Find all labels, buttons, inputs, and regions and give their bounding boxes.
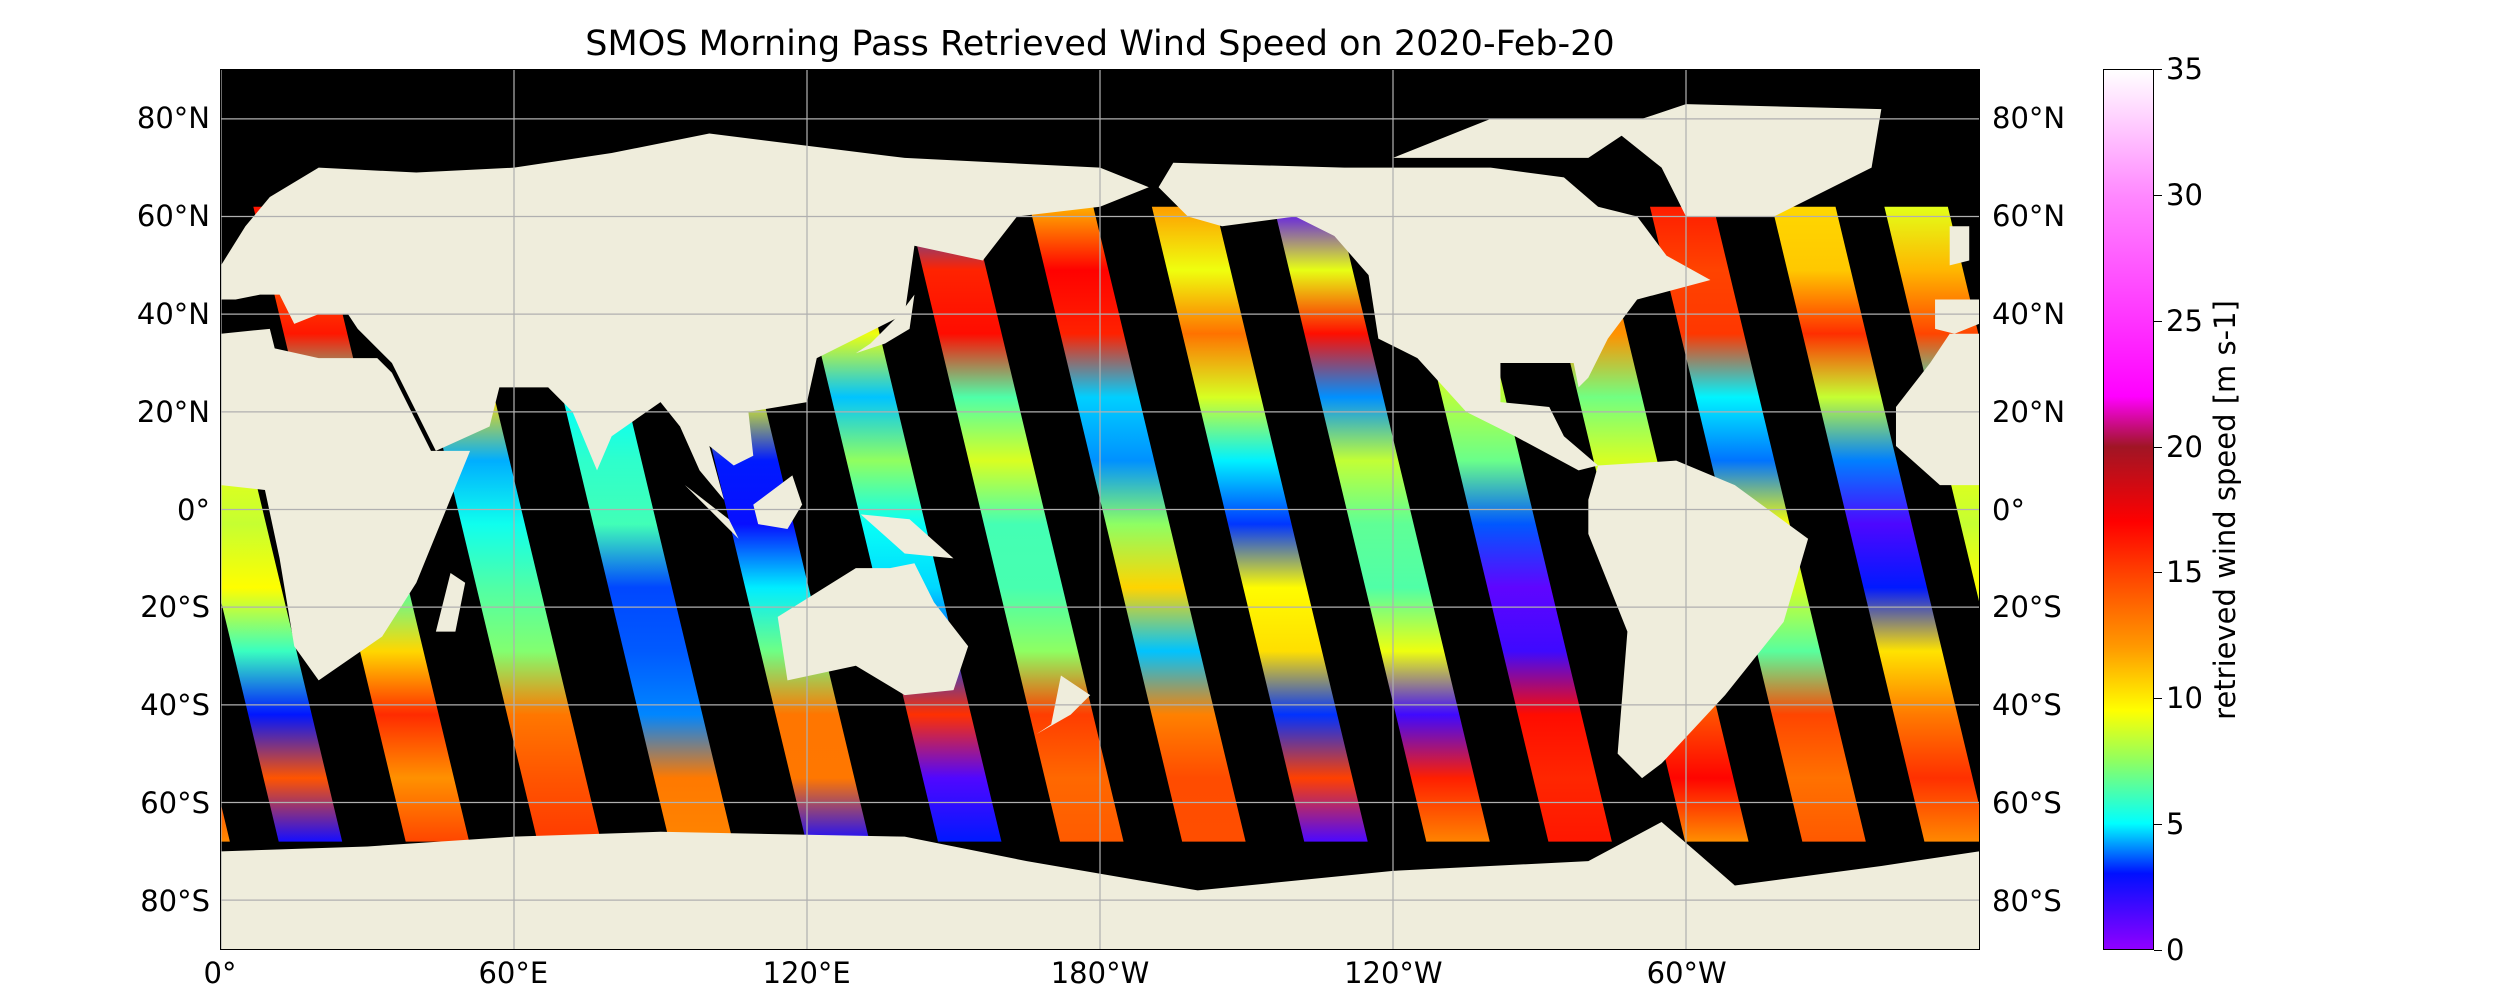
land-iberia [1935,299,1979,334]
land-madagascar [435,572,466,632]
lat-tick-label-right: 60°N [1992,198,2066,233]
lon-tick-label: 120°E [762,956,851,990]
lat-tick-label-right: 80°N [1992,100,2066,135]
land-borneo [753,475,803,530]
lat-tick-label-left: 20°S [140,590,210,625]
lat-tick-label-left: 0° [177,492,210,527]
lon-tick-label: 0° [203,956,237,990]
lat-tick-label-right: 40°S [1992,688,2062,723]
land-africa-west [1895,333,1979,486]
land-eurasia [221,133,1149,500]
lat-tick-label-left: 40°S [140,688,210,723]
swath [1029,206,1246,842]
lat-tick-label-right: 60°S [1992,786,2062,821]
lon-tick-label: 60°W [1646,956,1727,990]
colorbar-tick-label: 20 [2166,429,2203,464]
colorbar-tick-label: 30 [2166,177,2203,212]
land-greenland [1612,104,1882,217]
chart-title: SMOS Morning Pass Retrieved Wind Speed o… [585,24,1615,64]
lon-tick-label: 120°W [1344,956,1443,990]
lat-tick-label-right: 40°N [1992,296,2066,331]
colorbar-tick [2154,824,2162,826]
land-australia [777,563,969,696]
lat-tick-label-left: 60°S [140,786,210,821]
colorbar-tick [2154,320,2162,322]
colorbar-tick [2154,69,2162,70]
lat-tick-label-left: 80°N [136,100,210,135]
land-arctic-islands [1393,118,1647,158]
lon-tick-label: 180°W [1050,956,1150,990]
lat-tick-label-left: 20°N [136,394,210,429]
land-britain [1949,226,1970,266]
lat-tick-label-left: 40°N [136,296,210,331]
colorbar-tick [2154,194,2162,196]
colorbar-tick [2154,698,2162,700]
colorbar-tick-label: 25 [2166,303,2203,338]
colorbar-tick-label: 5 [2166,807,2185,842]
land-japan [855,294,915,354]
lat-tick-label-right: 80°S [1992,884,2062,919]
swath [1772,206,1979,842]
land-north-america [1158,162,1711,471]
colorbar-tick-label: 15 [2166,555,2203,590]
lat-tick-label-right: 20°N [1992,394,2066,429]
swath [1273,206,1490,842]
lat-tick-label-left: 60°N [136,198,210,233]
lat-tick-label-right: 20°S [1992,590,2062,625]
colorbar-tick-label: 10 [2166,681,2203,716]
colorbar-tick [2154,950,2162,951]
lat-tick-label-left: 80°S [140,884,210,919]
land-south-america [1588,460,1809,779]
colorbar-tick-label: 35 [2166,52,2203,86]
colorbar-tick-label: 0 [2166,933,2185,967]
colorbar-label: retrieved wind speed [m s-1] [2208,300,2242,720]
colorbar-tick [2154,446,2162,448]
swath [1151,206,1368,842]
colorbar-tick [2154,572,2162,574]
lon-tick-label: 60°E [478,956,549,990]
gridlines [221,70,1979,949]
land-new-guinea [860,514,954,559]
land-africa-east [221,328,471,681]
land-sumatra [684,485,739,539]
lat-tick-label-right: 0° [1992,492,2025,527]
colorbar [2103,69,2154,950]
map-plot [220,69,1980,950]
